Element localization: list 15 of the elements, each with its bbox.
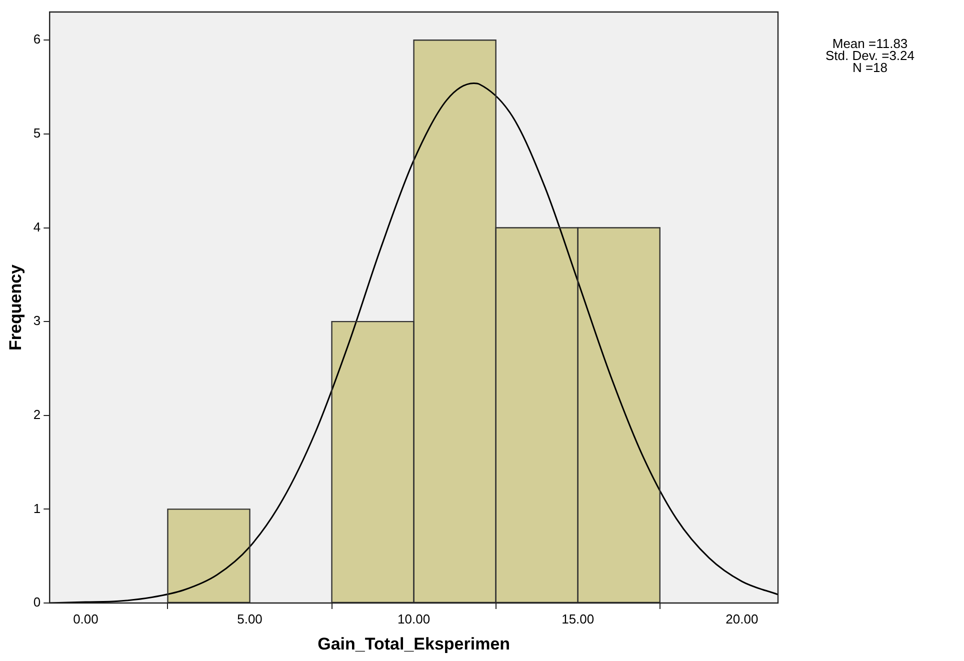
y-tick-label: 3 bbox=[33, 313, 41, 328]
y-tick-label: 0 bbox=[33, 594, 41, 610]
x-tick-label: 10.00 bbox=[398, 611, 430, 626]
y-tick-label: 4 bbox=[33, 219, 41, 234]
y-axis-title: Frequency bbox=[6, 264, 25, 350]
x-tick-label: 0.00 bbox=[73, 611, 98, 626]
x-tick-label: 15.00 bbox=[562, 611, 594, 626]
x-tick-label: 5.00 bbox=[237, 611, 262, 626]
y-tick-label: 2 bbox=[33, 406, 41, 422]
y-tick-label: 1 bbox=[33, 500, 41, 516]
y-tick-label: 5 bbox=[33, 126, 41, 141]
y-tick-label: 6 bbox=[33, 32, 41, 47]
line-series bbox=[50, 82, 778, 603]
x-axis-title: Gain_Total_Eksperimen bbox=[318, 634, 510, 654]
x-tick-label: 20.00 bbox=[726, 611, 758, 626]
